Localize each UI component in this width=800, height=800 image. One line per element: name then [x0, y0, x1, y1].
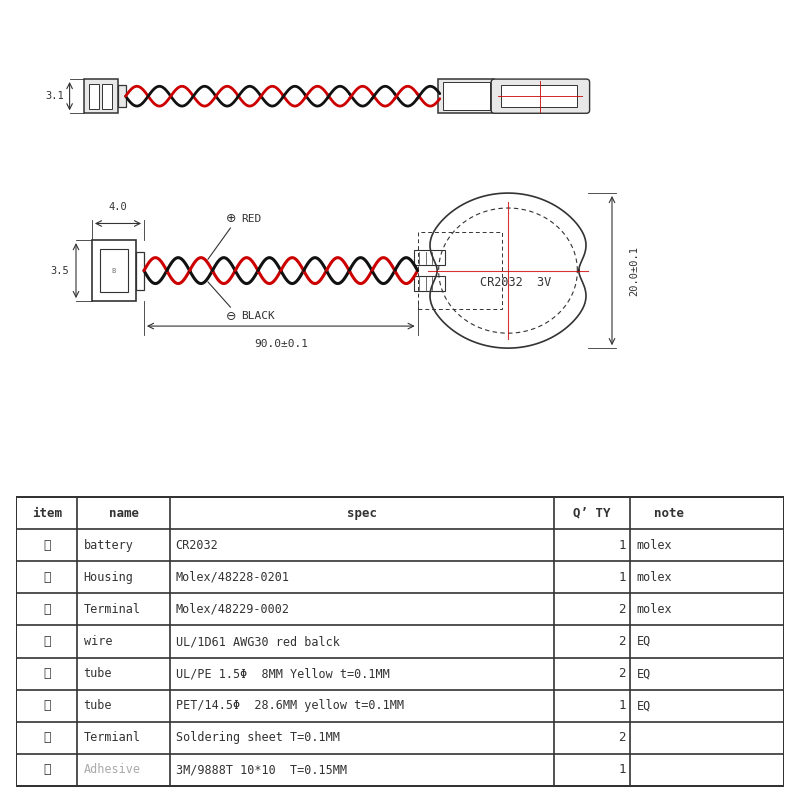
Text: CR2032  3V: CR2032 3V [480, 275, 552, 289]
Bar [501, 85, 577, 107]
Bar [89, 84, 99, 109]
Text: CR2032: CR2032 [176, 538, 218, 552]
Text: item: item [32, 506, 62, 520]
Text: tube: tube [83, 699, 112, 712]
Text: molex: molex [637, 571, 672, 584]
Text: ①: ① [43, 538, 50, 552]
Text: 3.5: 3.5 [50, 266, 70, 275]
Text: molex: molex [637, 538, 672, 552]
Bar [100, 250, 128, 292]
Text: 3.1: 3.1 [46, 91, 65, 101]
Text: BLACK: BLACK [242, 311, 275, 322]
Text: UL/PE 1.5Φ  8MM Yellow t=0.1MM: UL/PE 1.5Φ 8MM Yellow t=0.1MM [176, 667, 390, 680]
Text: PET/14.5Φ  28.6MM yellow t=0.1MM: PET/14.5Φ 28.6MM yellow t=0.1MM [176, 699, 404, 712]
Text: UL/1D61 AWG30 red balck: UL/1D61 AWG30 red balck [176, 635, 340, 648]
Text: Termianl: Termianl [83, 731, 141, 744]
Text: 2: 2 [618, 731, 626, 744]
Bar [102, 84, 112, 109]
Text: 20.0±0.1: 20.0±0.1 [630, 246, 639, 296]
Text: EQ: EQ [637, 667, 650, 680]
Bar [418, 232, 502, 310]
Text: note: note [654, 506, 684, 520]
Text: B: B [112, 267, 116, 274]
Bar [414, 276, 445, 291]
Text: 1: 1 [618, 538, 626, 552]
Text: 1: 1 [618, 571, 626, 584]
Text: 1: 1 [618, 699, 626, 712]
Text: tube: tube [83, 667, 112, 680]
Text: 90.0±0.1: 90.0±0.1 [254, 339, 308, 349]
Text: ④: ④ [43, 635, 50, 648]
Text: Housing: Housing [83, 571, 134, 584]
Text: ⊖: ⊖ [226, 310, 236, 322]
Text: 1: 1 [618, 763, 626, 776]
Text: molex: molex [637, 603, 672, 616]
Text: ②: ② [43, 571, 50, 584]
Bar [414, 250, 445, 266]
Text: ⊕: ⊕ [226, 213, 236, 226]
Text: ③: ③ [43, 603, 50, 616]
Text: name: name [109, 506, 138, 520]
Text: Terminal: Terminal [83, 603, 141, 616]
Text: Molex/48228-0201: Molex/48228-0201 [176, 571, 290, 584]
Text: 2: 2 [618, 667, 626, 680]
Text: wire: wire [83, 635, 112, 648]
Text: EQ: EQ [637, 635, 650, 648]
Text: RED: RED [242, 214, 262, 224]
Text: ⑧: ⑧ [43, 763, 50, 776]
Text: 2: 2 [618, 603, 626, 616]
Text: 3M/9888T 10*10  T=0.15MM: 3M/9888T 10*10 T=0.15MM [176, 763, 346, 776]
Bar [136, 251, 144, 290]
Text: spec: spec [346, 506, 377, 520]
Text: 4.0: 4.0 [109, 202, 127, 212]
Text: ⑥: ⑥ [43, 699, 50, 712]
FancyBboxPatch shape [491, 79, 590, 114]
Bar [438, 79, 494, 114]
Text: Adhesive: Adhesive [83, 763, 141, 776]
Text: ⑤: ⑤ [43, 667, 50, 680]
Text: Q’ TY: Q’ TY [574, 506, 610, 520]
Text: EQ: EQ [637, 699, 650, 712]
Bar [443, 82, 490, 110]
Text: Soldering sheet T=0.1MM: Soldering sheet T=0.1MM [176, 731, 340, 744]
Text: ⑦: ⑦ [43, 731, 50, 744]
Text: Molex/48229-0002: Molex/48229-0002 [176, 603, 290, 616]
Bar [84, 79, 118, 114]
Text: 2: 2 [618, 635, 626, 648]
Text: battery: battery [83, 538, 134, 552]
Bar [92, 240, 136, 301]
Bar [118, 85, 126, 107]
